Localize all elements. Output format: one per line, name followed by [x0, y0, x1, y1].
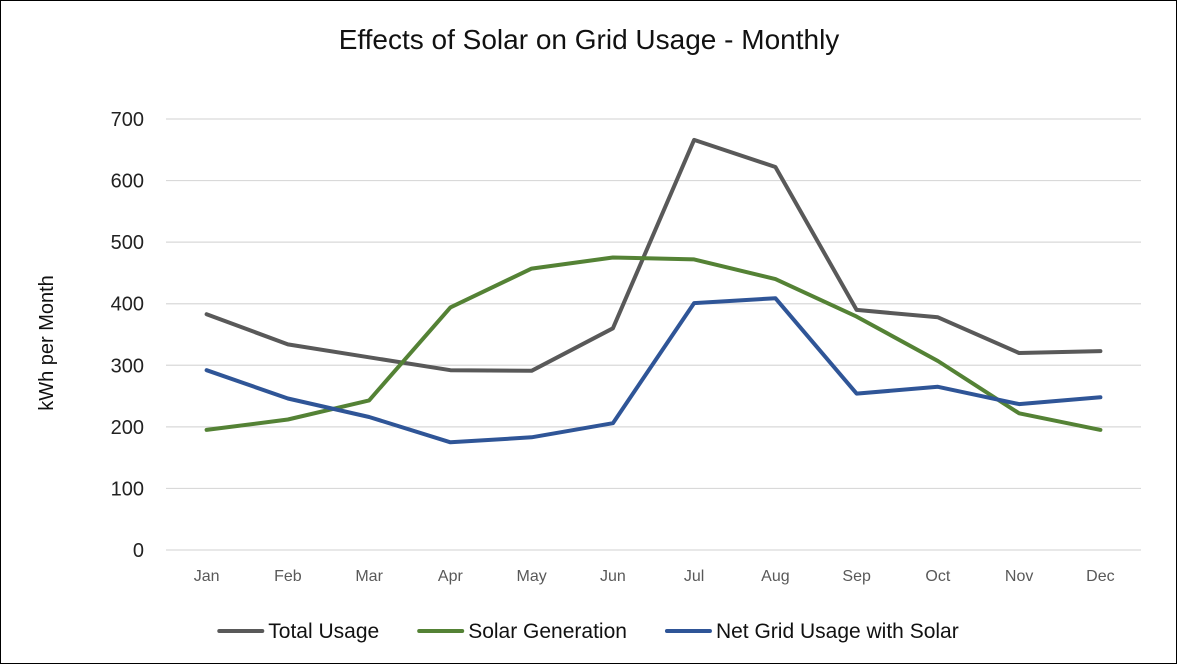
series-line-3: [204, 296, 1103, 445]
x-tick-label: Jun: [600, 568, 626, 585]
x-tick-label: Mar: [355, 568, 383, 585]
x-tick-label: Feb: [274, 568, 302, 585]
chart-title: Effects of Solar on Grid Usage - Monthly: [339, 24, 840, 55]
y-tick-label: 300: [111, 355, 144, 377]
gridlines: [166, 118, 1141, 551]
x-tick-label: Dec: [1086, 568, 1114, 585]
series-lines: [204, 137, 1103, 445]
y-tick-label: 400: [111, 294, 144, 316]
legend-label: Total Usage: [268, 620, 379, 643]
series-line-2: [204, 255, 1103, 432]
x-tick-labels: Jan Feb Mar Apr May Jun Jul Aug Sep Oct Nov Dec: [194, 568, 1115, 585]
legend-item: Solar Generation: [417, 620, 627, 643]
legend-label: Net Grid Usage with Solar: [716, 620, 959, 643]
legend-label: Solar Generation: [468, 620, 627, 643]
x-tick-label: Apr: [438, 568, 464, 585]
x-tick-label: Oct: [925, 568, 950, 585]
y-tick-label: 0: [133, 540, 144, 562]
x-tick-label: Sep: [842, 568, 871, 585]
x-tick-label: May: [517, 568, 547, 585]
legend: Total Usage Solar Generation Net Grid Usag…: [217, 620, 959, 643]
y-tick-labels: 0 100 200 300 400 500 600 700: [111, 109, 144, 562]
x-tick-label: Jan: [194, 568, 220, 585]
x-tick-label: Nov: [1005, 568, 1033, 585]
x-tick-label: Jul: [684, 568, 704, 585]
legend-item: Total Usage: [217, 620, 379, 643]
y-tick-label: 200: [111, 417, 144, 439]
y-tick-label: 500: [111, 232, 144, 254]
y-tick-label: 600: [111, 171, 144, 193]
y-tick-label: 100: [111, 478, 144, 500]
legend-item: Net Grid Usage with Solar: [664, 620, 959, 643]
series-line-1: [204, 137, 1103, 373]
y-axis-label: kWh per Month: [36, 275, 58, 411]
y-tick-label: 700: [111, 109, 144, 131]
x-tick-label: Aug: [761, 568, 789, 585]
